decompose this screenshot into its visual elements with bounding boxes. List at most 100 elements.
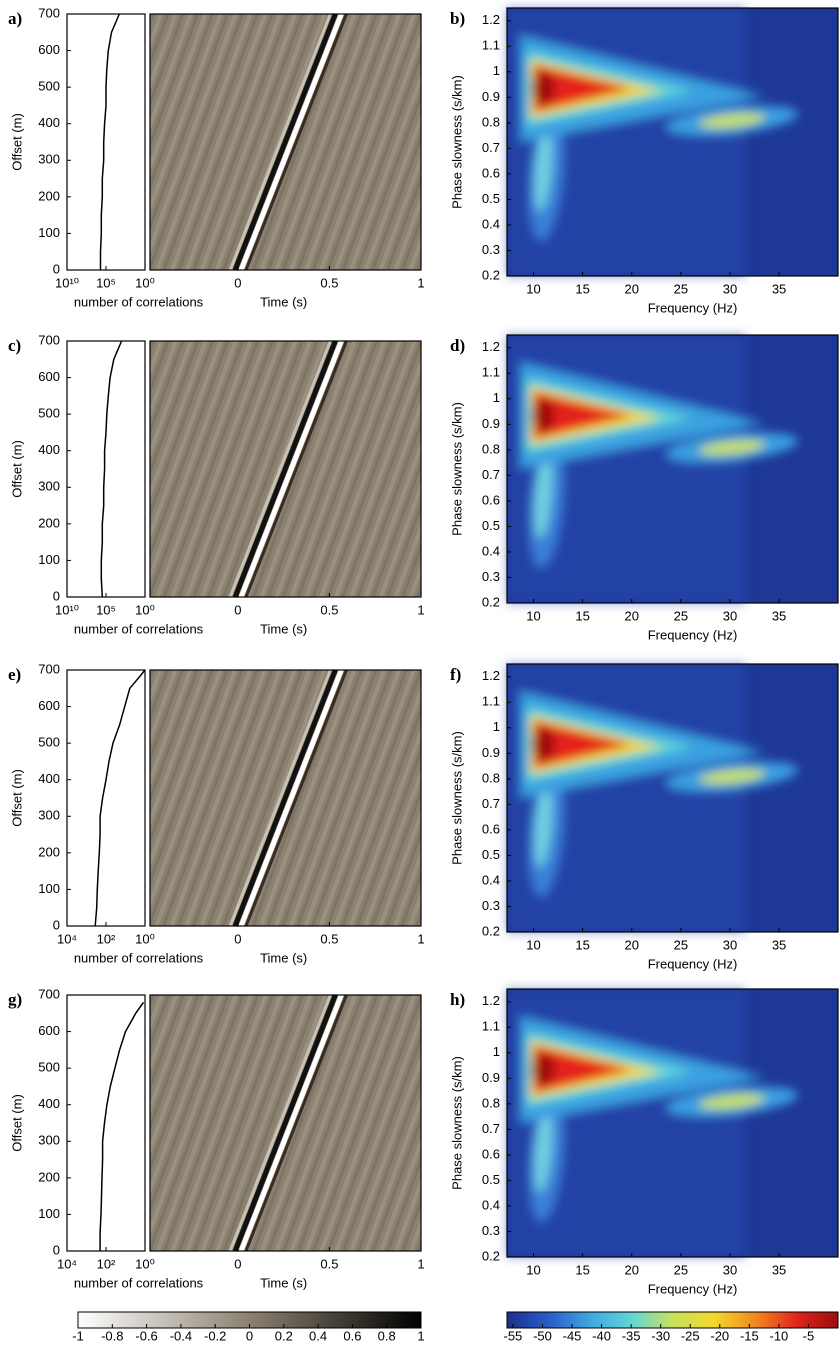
wavelet-dark (244, 669, 348, 927)
y-axis-label: Offset (m) (9, 769, 24, 827)
colorbar-tick-label: -25 (681, 1328, 700, 1343)
y-tick-label: 1 (493, 390, 500, 405)
x-tick-label: 0 (234, 1256, 241, 1271)
wavelet-light (238, 13, 344, 271)
x-tick-label: 30 (723, 937, 737, 952)
wavelet-light (238, 669, 344, 927)
y-tick-label: 0.8 (482, 114, 500, 129)
y-tick-label: 0.9 (482, 745, 500, 760)
colorbar-tick-label: -40 (592, 1328, 611, 1343)
colorbar-tick-label: -15 (740, 1328, 759, 1343)
wavelet-dark (232, 340, 338, 598)
x-tick-label: 35 (772, 281, 786, 296)
energy-blob (534, 782, 553, 868)
y-tick-label: 0.4 (482, 543, 500, 558)
y-tick-label: 600 (38, 42, 60, 57)
x-tick-label: 0 (234, 931, 241, 946)
colorbar-tick-label: 0.4 (309, 1328, 327, 1343)
y-tick-label: 0.4 (482, 1197, 500, 1212)
energy-blob (533, 391, 633, 440)
x-axis-label: Time (s) (260, 950, 307, 965)
y-tick-label: 1.1 (482, 694, 500, 709)
count-line (100, 340, 123, 598)
energy-blob (534, 126, 553, 212)
colorbar-tick-label: -30 (651, 1328, 670, 1343)
x-axis-label: number of correlations (74, 294, 204, 309)
colorbar-tick-label: -50 (533, 1328, 552, 1343)
x-tick-label: 25 (674, 608, 688, 623)
colorbar-tick-label: -0.6 (135, 1328, 157, 1343)
y-tick-label: 1.1 (482, 365, 500, 380)
y-tick-label: 100 (38, 881, 60, 896)
x-tick-label: 30 (723, 608, 737, 623)
y-tick-label: 600 (38, 1023, 60, 1038)
x-tick-label: 35 (772, 608, 786, 623)
wavelet-light (238, 994, 344, 1252)
x-tick-label: 15 (575, 281, 589, 296)
y-tick-label: 400 (38, 771, 60, 786)
x-axis-label: number of correlations (74, 1275, 204, 1290)
colorbar-tick-label: 1 (417, 1328, 424, 1343)
y-tick-label: 0.7 (482, 1121, 500, 1136)
x-tick-label: 10⁰ (135, 931, 155, 946)
y-tick-label: 0 (53, 917, 60, 932)
plot-frame (149, 13, 422, 271)
plot-background (67, 670, 145, 926)
y-tick-label: 0.5 (482, 1172, 500, 1187)
energy-blob (531, 1053, 555, 1086)
y-tick-label: 1 (493, 719, 500, 734)
x-axis-label: Frequency (Hz) (648, 956, 738, 971)
wavelet-dark (232, 669, 338, 927)
energy-blob (531, 728, 555, 761)
y-tick-label: 0.8 (482, 441, 500, 456)
x-tick-label: 10 (526, 937, 540, 952)
x-tick-label: 10² (97, 931, 116, 946)
y-axis-label: Phase slowness (s/km) (449, 75, 464, 209)
y-tick-label: 700 (38, 332, 60, 347)
x-axis-label: Time (s) (260, 294, 307, 309)
wavelet-dark (232, 994, 338, 1252)
y-tick-label: 600 (38, 698, 60, 713)
dispersion-image (507, 8, 798, 276)
plot-background (67, 341, 145, 597)
y-tick-label: 400 (38, 1096, 60, 1111)
y-tick-label: 0.2 (482, 594, 500, 609)
x-tick-label: 10 (526, 608, 540, 623)
count-line (94, 669, 146, 927)
y-tick-label: 0.4 (482, 216, 500, 231)
count-line (99, 1001, 145, 1251)
x-tick-label: 0 (234, 602, 241, 617)
panel-label: f) (450, 665, 461, 684)
x-tick-label: 10⁰ (135, 1256, 155, 1271)
dispersion-image (507, 664, 798, 932)
y-tick-label: 0.9 (482, 89, 500, 104)
colorbar-tick-label: 0.6 (343, 1328, 361, 1343)
y-tick-label: 200 (38, 188, 60, 203)
y-tick-label: 100 (38, 225, 60, 240)
y-tick-label: 300 (38, 152, 60, 167)
x-tick-label: 25 (674, 281, 688, 296)
wavelet-dark (244, 13, 348, 271)
wavelet-light (238, 340, 344, 598)
plot-frame (149, 340, 422, 598)
colorbar-tick-label: -5 (803, 1328, 815, 1343)
x-tick-label: 0 (234, 275, 241, 290)
energy-blob (699, 113, 766, 129)
y-tick-label: 0.3 (482, 569, 500, 584)
y-tick-label: 0.9 (482, 416, 500, 431)
dispersion-image (507, 989, 798, 1257)
y-tick-label: 1.1 (482, 1019, 500, 1034)
x-tick-label: 30 (723, 281, 737, 296)
x-tick-label: 30 (723, 1262, 737, 1277)
x-tick-label: 1 (417, 275, 424, 290)
y-tick-label: 1 (493, 1044, 500, 1059)
plot-background (67, 14, 145, 270)
x-tick-label: 15 (575, 937, 589, 952)
y-tick-label: 700 (38, 986, 60, 1001)
colorbar-tick-label: -0.8 (101, 1328, 123, 1343)
plot-frame (506, 334, 839, 604)
x-axis-label: Time (s) (260, 1275, 307, 1290)
y-tick-label: 300 (38, 808, 60, 823)
plot-frame (506, 988, 839, 1258)
y-tick-label: 0.5 (482, 191, 500, 206)
